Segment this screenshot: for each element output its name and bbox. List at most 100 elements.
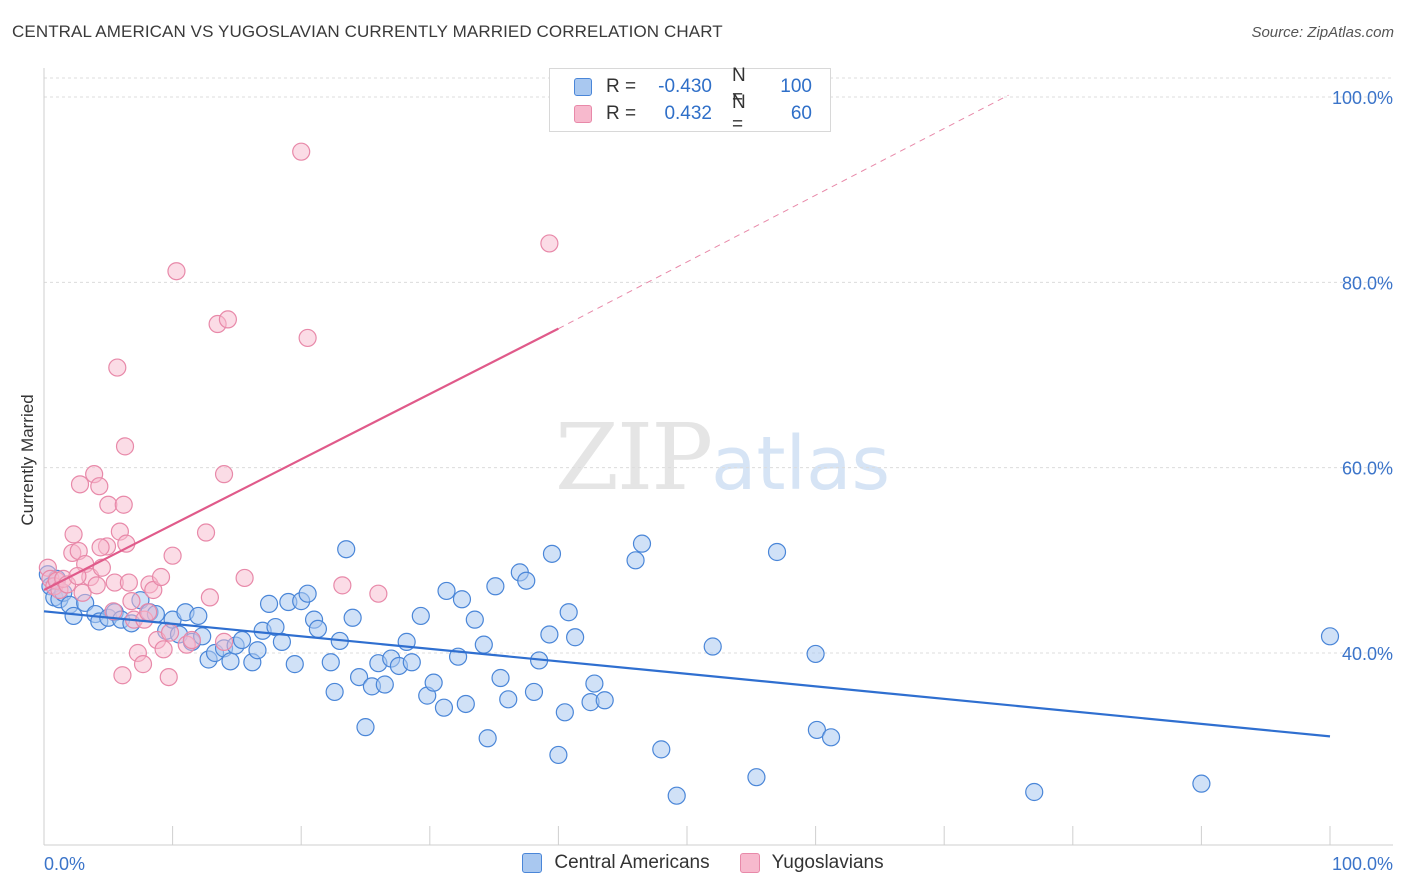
data-point-central-americans xyxy=(248,641,267,660)
data-point-yugoslavians xyxy=(196,523,216,542)
data-point-yugoslavians xyxy=(108,358,127,377)
data-point-yugoslavians xyxy=(117,534,136,553)
y-tick-label: 100.0% xyxy=(1332,88,1393,108)
data-point-yugoslavians xyxy=(91,538,110,557)
data-point-yugoslavians xyxy=(369,584,388,603)
data-point-central-americans xyxy=(667,786,686,805)
data-point-yugoslavians xyxy=(99,495,118,514)
data-point-central-americans xyxy=(1192,774,1211,793)
data-point-central-americans xyxy=(703,637,722,656)
r-value: -0.430 xyxy=(658,76,712,97)
data-point-central-americans xyxy=(566,628,585,647)
data-point-central-americans xyxy=(424,673,443,692)
data-point-central-americans xyxy=(325,682,344,702)
data-point-central-americans xyxy=(595,691,614,710)
data-point-yugoslavians xyxy=(163,546,182,565)
data-point-central-americans xyxy=(1025,782,1044,802)
data-point-yugoslavians xyxy=(214,465,234,484)
data-point-central-americans xyxy=(375,675,394,694)
data-point-central-americans xyxy=(821,728,841,747)
data-point-yugoslavians xyxy=(90,477,109,496)
data-point-yugoslavians xyxy=(214,632,234,651)
data-point-central-americans xyxy=(517,571,536,590)
stats-legend-row-central-americans: R = -0.430 N = 100 xyxy=(574,65,812,108)
n-value: 100 xyxy=(780,76,812,97)
watermark-zip: ZIP xyxy=(555,404,713,511)
stats-legend: R = -0.430 N = 100 R = 0.432 N = 60 xyxy=(549,65,831,135)
legend-swatch-blue xyxy=(522,853,543,873)
data-point-central-americans xyxy=(555,703,574,722)
data-point-central-americans xyxy=(806,644,825,664)
chart-title: CENTRAL AMERICAN VS YUGOSLAVIAN CURRENTL… xyxy=(12,22,723,41)
data-point-central-americans xyxy=(491,668,510,688)
data-point-central-americans xyxy=(402,653,421,672)
n-label: N = xyxy=(732,65,746,108)
data-point-central-americans xyxy=(308,619,328,639)
data-point-central-americans xyxy=(349,667,369,687)
data-point-central-americans xyxy=(456,694,475,714)
data-point-central-americans xyxy=(411,606,430,626)
data-point-central-americans xyxy=(321,653,340,672)
data-point-yugoslavians xyxy=(200,588,219,607)
data-point-central-americans xyxy=(632,534,652,553)
n-value: 60 xyxy=(790,103,812,124)
data-point-yugoslavians xyxy=(159,667,178,687)
trendline-yugoslavians xyxy=(43,327,559,591)
data-point-yugoslavians xyxy=(114,495,133,514)
data-point-yugoslavians xyxy=(122,592,141,611)
data-point-central-americans xyxy=(259,594,279,613)
x-tick-label: 100.0% xyxy=(1332,854,1393,874)
data-point-central-americans xyxy=(747,768,766,787)
data-point-central-americans xyxy=(652,740,671,759)
data-point-central-americans xyxy=(452,590,472,609)
data-point-central-americans xyxy=(486,577,505,596)
data-point-yugoslavians xyxy=(235,568,254,588)
data-point-central-americans xyxy=(585,674,604,693)
legend-label: Yugoslavians xyxy=(771,852,884,873)
data-point-yugoslavians xyxy=(182,630,201,650)
data-point-central-americans xyxy=(559,603,578,622)
data-point-central-americans xyxy=(298,584,317,603)
data-point-central-americans xyxy=(343,608,362,627)
trendline-yugoslavians-extension xyxy=(558,94,1009,330)
y-tick-label: 80.0% xyxy=(1342,273,1393,293)
series-legend: Central Americans Yugoslavians xyxy=(0,852,1406,874)
data-point-yugoslavians xyxy=(160,623,180,642)
data-point-central-americans xyxy=(626,551,645,570)
legend-item-yugoslavians: Yugoslavians xyxy=(739,852,884,874)
data-point-yugoslavians xyxy=(298,328,317,348)
stats-legend-row-yugoslavians: R = 0.432 N = 60 xyxy=(574,92,812,135)
data-point-central-americans xyxy=(434,698,454,717)
r-label: R = xyxy=(606,76,637,97)
data-point-central-americans xyxy=(232,630,252,650)
watermark-atlas: atlas xyxy=(711,421,890,507)
data-point-yugoslavians xyxy=(73,583,92,602)
data-point-central-americans xyxy=(767,542,787,562)
data-point-yugoslavians xyxy=(133,655,153,674)
data-point-central-americans xyxy=(189,606,208,626)
data-point-central-americans xyxy=(1320,627,1340,646)
legend-item-central-americans: Central Americans xyxy=(522,852,710,874)
data-point-central-americans xyxy=(549,745,568,765)
data-point-yugoslavians xyxy=(70,475,90,494)
legend-label: Central Americans xyxy=(554,852,710,873)
data-point-yugoslavians xyxy=(154,640,173,659)
data-point-yugoslavians xyxy=(115,437,135,456)
data-point-central-americans xyxy=(807,720,826,740)
legend-swatch-blue xyxy=(574,78,592,96)
r-value: 0.432 xyxy=(664,103,712,124)
data-point-central-americans xyxy=(478,729,497,748)
legend-swatch-pink xyxy=(739,853,760,873)
data-point-central-americans xyxy=(356,718,375,737)
y-tick-label: 60.0% xyxy=(1342,459,1393,479)
trendline-central-americans xyxy=(43,610,1331,738)
data-point-yugoslavians xyxy=(218,310,237,329)
data-point-central-americans xyxy=(465,610,484,629)
n-label: N = xyxy=(732,92,746,135)
data-point-yugoslavians xyxy=(333,576,352,595)
data-point-yugoslavians xyxy=(292,142,311,161)
watermark: ZIPatlas xyxy=(555,404,890,511)
y-axis-label: Currently Married xyxy=(18,394,37,526)
data-point-yugoslavians xyxy=(113,666,132,685)
data-point-central-americans xyxy=(474,635,493,654)
